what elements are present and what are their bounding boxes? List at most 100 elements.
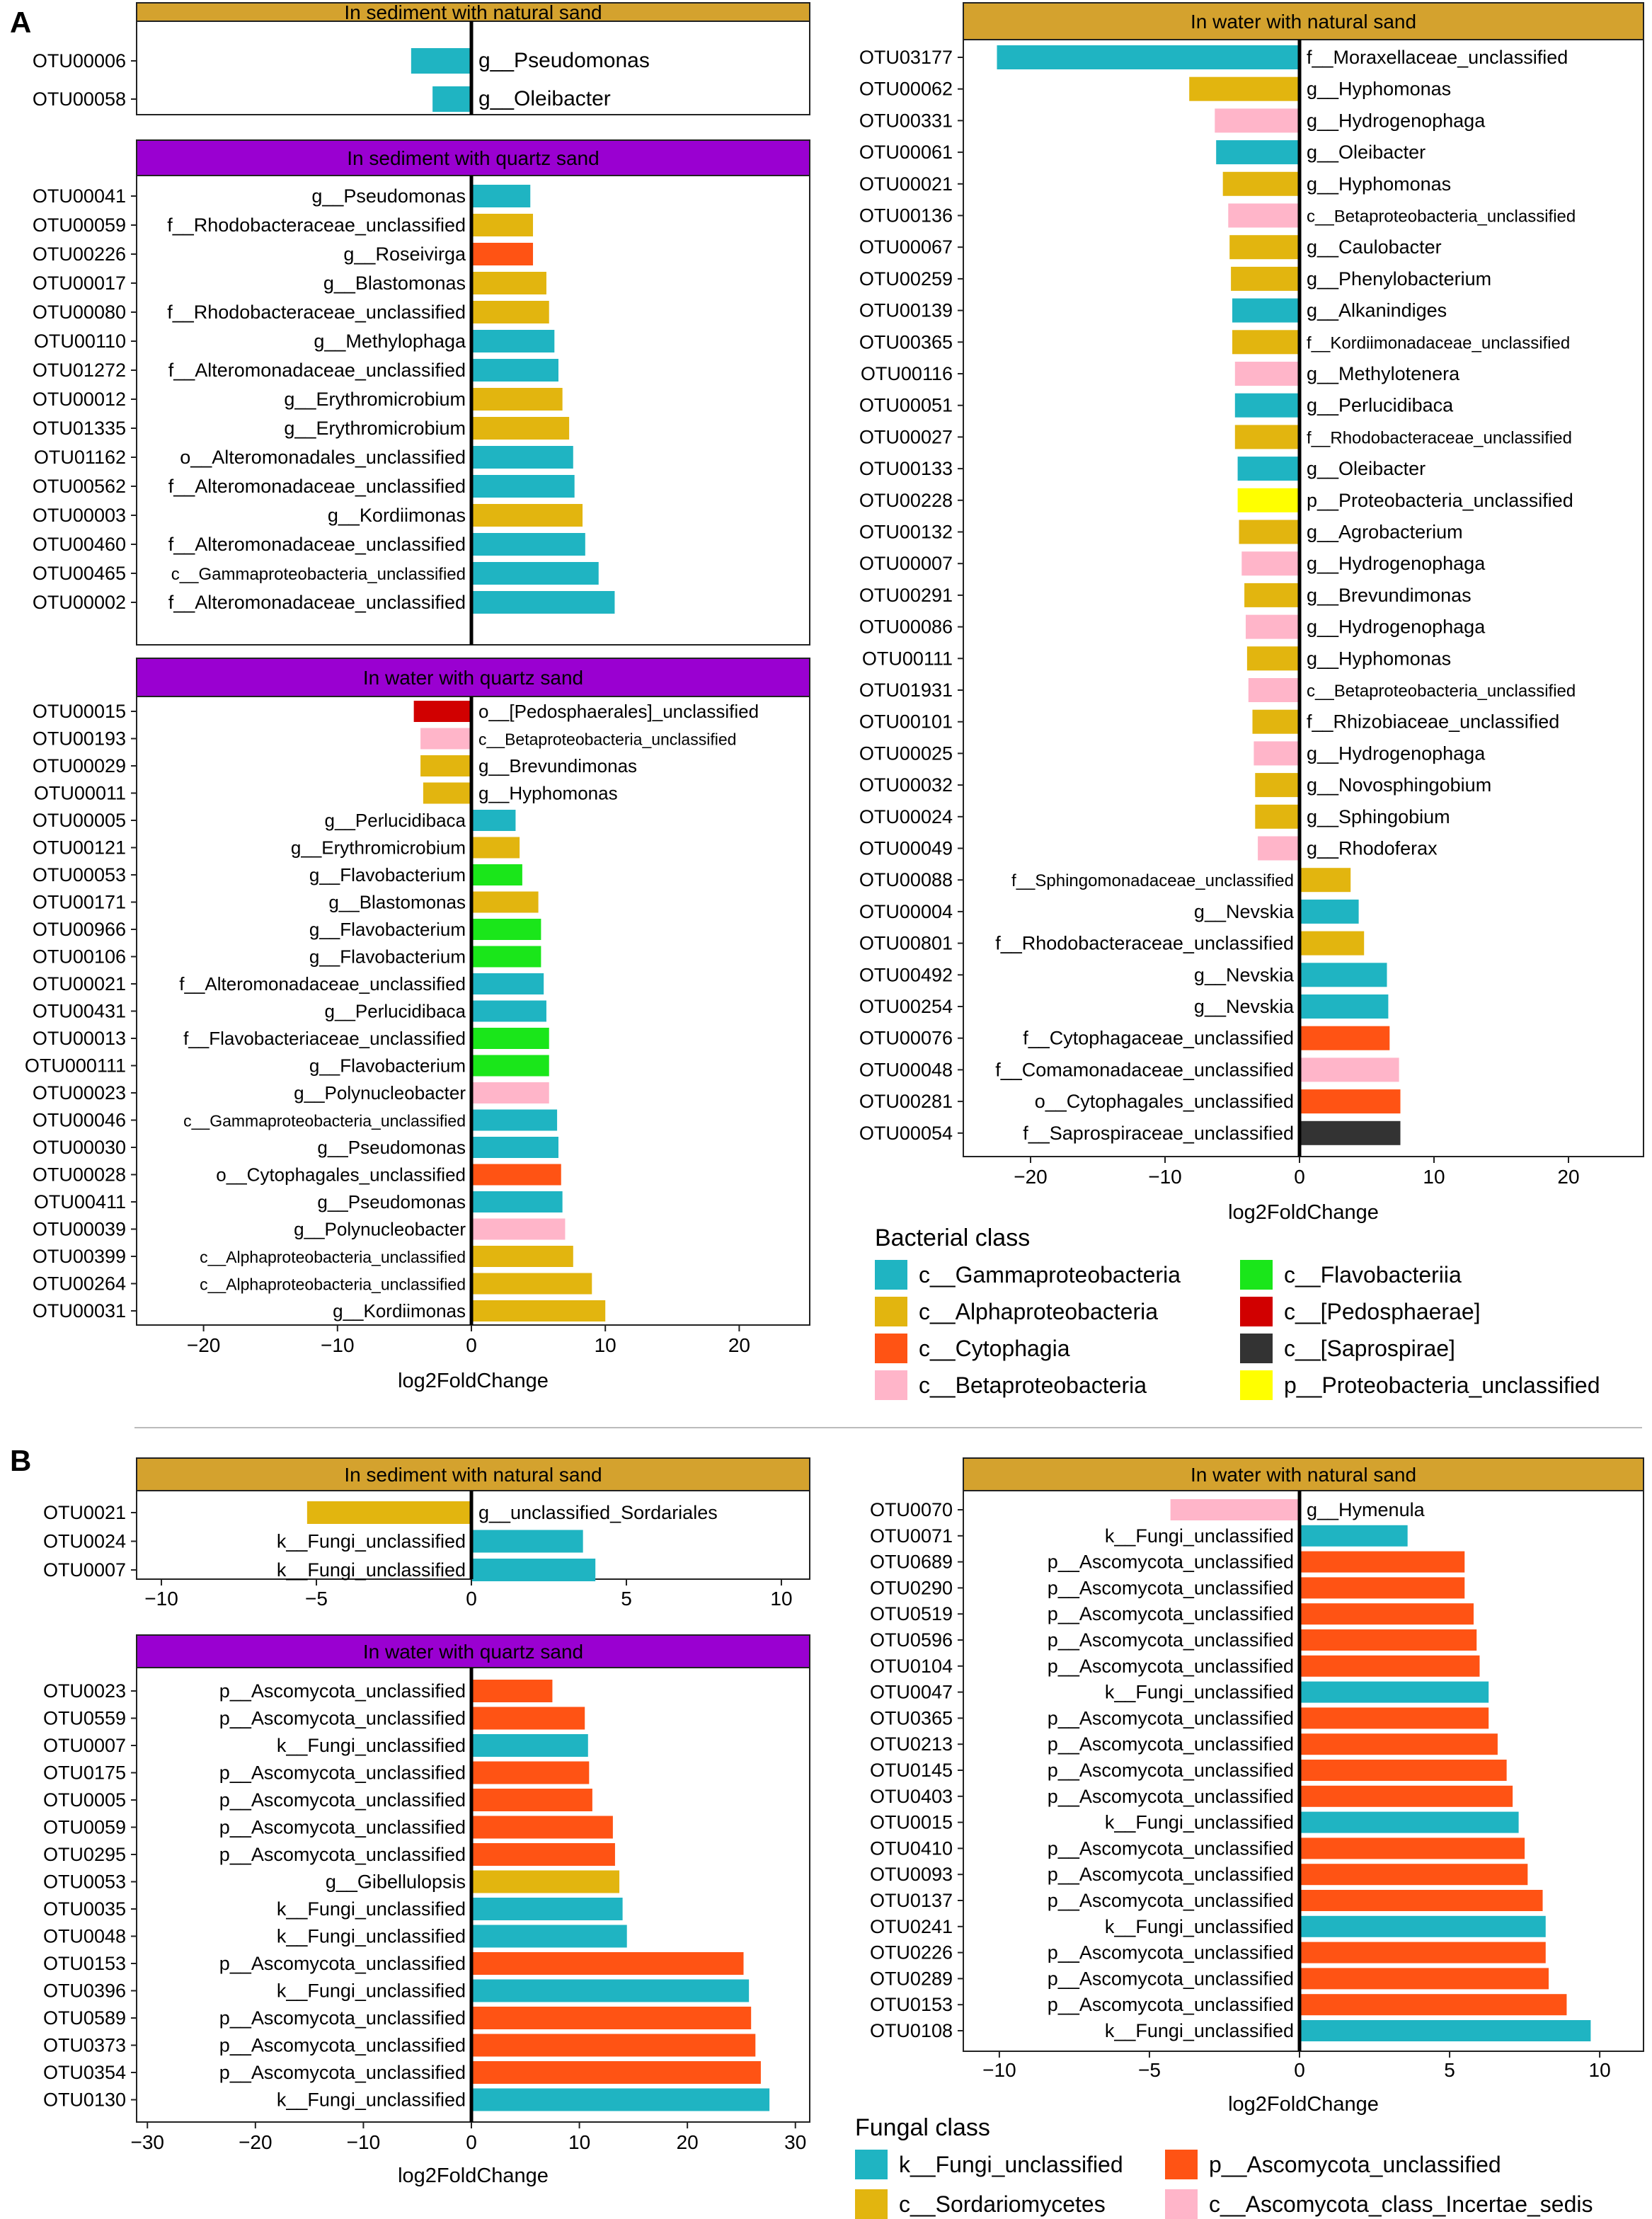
chart-b2-taxon-label: k__Fungi_unclassified xyxy=(277,1735,466,1756)
chart-b2-xtick-label: −30 xyxy=(131,2131,165,2153)
chart-b2-bar xyxy=(471,1898,623,1920)
chart-a1-taxon-label: g__Pseudomonas xyxy=(478,49,650,72)
chart-a3-otu-label: OTU00046 xyxy=(33,1110,126,1131)
chart-a4-taxon-label: g__Hydrogenophaga xyxy=(1307,553,1486,574)
chart-b2-otu-label: OTU0130 xyxy=(43,2089,126,2111)
chart-a4-bar xyxy=(1239,520,1300,544)
chart-b3-xtick-label: 0 xyxy=(1294,2059,1305,2081)
chart-a4-bar xyxy=(1300,994,1389,1019)
chart-a4-taxon-label: c__Betaproteobacteria_unclassified xyxy=(1307,682,1576,701)
chart-a3-bar xyxy=(471,973,544,994)
chart-b2-taxon-label: p__Ascomycota_unclassified xyxy=(219,1762,466,1784)
chart-a4-otu-label: OTU00061 xyxy=(859,142,953,163)
chart-a2-otu-label: OTU01162 xyxy=(34,447,126,468)
chart-a4-xtick-label: 10 xyxy=(1423,1166,1445,1188)
chart-a2-taxon-label: f__Alteromonadaceae_unclassified xyxy=(168,592,466,613)
chart-b3-bar xyxy=(1300,1525,1408,1547)
chart-a4-taxon-label: g__Hyphomonas xyxy=(1307,79,1451,100)
chart-b2-otu-label: OTU0589 xyxy=(43,2007,126,2029)
chart-a3-otu-label: OTU00039 xyxy=(33,1219,126,1240)
chart-a4-otu-label: OTU00365 xyxy=(859,331,953,352)
chart-a4-otu-label: OTU00254 xyxy=(859,996,953,1017)
chart-b2-bar xyxy=(471,1979,750,2002)
chart-a3-bar xyxy=(471,1164,561,1186)
panel-separator xyxy=(134,1427,1642,1428)
chart-a4-bar xyxy=(1300,899,1359,924)
chart-b3-xtick-label: 5 xyxy=(1444,2059,1455,2081)
chart-b3-otu-label: OTU0596 xyxy=(870,1629,953,1651)
chart-a4-taxon-label: g__Rhodoferax xyxy=(1307,838,1438,859)
chart-a4-taxon-label: g__Brevundimonas xyxy=(1307,585,1472,606)
chart-a3-otu-label: OTU00029 xyxy=(33,755,126,776)
chart-b1-xtick-label: 10 xyxy=(770,1588,792,1610)
chart-a4-taxon-label: g__Nevskia xyxy=(1194,964,1295,985)
chart-b2-otu-label: OTU0175 xyxy=(43,1762,126,1784)
chart-a2-bar xyxy=(471,417,570,440)
chart-a4-taxon-label: g__Novosphingobium xyxy=(1307,774,1491,796)
chart-a3-otu-label: OTU00411 xyxy=(34,1191,126,1212)
chart-a4-taxon-label: g__Hydrogenophaga xyxy=(1307,617,1486,638)
chart-b3-taxon-label: k__Fungi_unclassified xyxy=(1105,1916,1294,1937)
chart-b3-taxon-label: p__Ascomycota_unclassified xyxy=(1048,1629,1294,1651)
chart-a4-otu-label: OTU00004 xyxy=(859,901,953,922)
chart-a3-bar xyxy=(471,1246,573,1267)
chart-a3-taxon-label: g__Erythromicrobium xyxy=(291,837,466,859)
chart-a3-bar xyxy=(471,1300,606,1321)
chart-b2-otu-label: OTU0295 xyxy=(43,1844,126,1865)
chart-b2-taxon-label: p__Ascomycota_unclassified xyxy=(219,1789,466,1811)
chart-a3-otu-label: OTU00171 xyxy=(33,892,126,913)
chart-b3-taxon-label: p__Ascomycota_unclassified xyxy=(1048,1942,1294,1963)
chart-b3-otu-label: OTU0519 xyxy=(870,1603,953,1624)
legend-bacterial-entry: c__[Saprospirae] xyxy=(1284,1336,1455,1361)
legend-bacterial-entry: c__Betaproteobacteria xyxy=(919,1372,1147,1398)
chart-a2-taxon-label: f__Alteromonadaceae_unclassified xyxy=(168,534,466,555)
chart-b3-otu-label: OTU0153 xyxy=(870,1994,953,2015)
chart-b3-bar xyxy=(1300,1707,1489,1729)
chart-a4-taxon-label: f__Moraxellaceae_unclassified xyxy=(1307,47,1568,68)
chart-b3-taxon-label: k__Fungi_unclassified xyxy=(1105,1525,1294,1547)
chart-a4-bar xyxy=(1300,1057,1399,1082)
chart-a2-bar xyxy=(471,388,563,411)
chart-b2-otu-label: OTU0048 xyxy=(43,1926,126,1947)
legend-bacterial-swatch xyxy=(875,1334,907,1363)
legend-fungal-swatch xyxy=(855,2189,888,2219)
chart-a4-otu-label: OTU00086 xyxy=(859,617,953,638)
legend-fungal-entry: k__Fungi_unclassified xyxy=(899,2152,1123,2177)
chart-b1-taxon-label: k__Fungi_unclassified xyxy=(277,1531,466,1552)
chart-a4-taxon-label: g__Caulobacter xyxy=(1307,236,1442,258)
chart-a4-otu-label: OTU00139 xyxy=(859,300,953,321)
chart-a3-bar xyxy=(471,1137,558,1158)
chart-b1-strip xyxy=(136,1457,810,1491)
chart-b2-otu-label: OTU0559 xyxy=(43,1708,126,1729)
chart-a4-bar xyxy=(1258,836,1300,861)
chart-a4-bar xyxy=(1237,457,1300,481)
chart-b3-otu-label: OTU0289 xyxy=(870,1968,953,1989)
chart-b2-bar xyxy=(471,2034,756,2057)
chart-a4-title: In water with natural sand xyxy=(1191,11,1416,33)
chart-a4-bar xyxy=(1241,551,1300,576)
chart-b2-otu-label: OTU0007 xyxy=(43,1735,126,1756)
chart-a3-bar xyxy=(423,782,471,804)
chart-b2-taxon-label: k__Fungi_unclassified xyxy=(277,1898,466,1920)
chart-b3-bar xyxy=(1300,2020,1591,2041)
chart-a3-bar xyxy=(413,701,471,722)
chart-b3-otu-label: OTU0226 xyxy=(870,1942,953,1963)
chart-b1-xtick-label: −10 xyxy=(144,1588,178,1610)
chart-a3-taxon-label: g__Flavobacterium xyxy=(309,946,466,968)
chart-a4-taxon-label: g__Oleibacter xyxy=(1307,142,1426,163)
chart-a2-otu-label: OTU01272 xyxy=(33,360,126,381)
chart-a4-otu-label: OTU00088 xyxy=(859,869,953,890)
chart-b3-bar xyxy=(1300,1733,1498,1755)
chart-b3-taxon-label: p__Ascomycota_unclassified xyxy=(1048,1577,1294,1598)
chart-a4-xtick-label: −20 xyxy=(1014,1166,1048,1188)
chart-a3-otu-label: OTU00028 xyxy=(33,1164,126,1186)
chart-a2-taxon-label: f__Alteromonadaceae_unclassified xyxy=(168,360,466,381)
chart-a2-taxon-label: f__Rhodobacteraceae_unclassified xyxy=(167,302,466,323)
chart-b2-otu-label: OTU0053 xyxy=(43,1871,126,1893)
chart-a3-xtick-label: 0 xyxy=(466,1334,477,1356)
chart-a4-otu-label: OTU00067 xyxy=(859,236,953,258)
chart-a4-bar xyxy=(1252,709,1300,734)
chart-b3-xtick-label: −10 xyxy=(982,2059,1016,2081)
chart-a4-taxon-label: p__Proteobacteria_unclassified xyxy=(1307,490,1573,511)
